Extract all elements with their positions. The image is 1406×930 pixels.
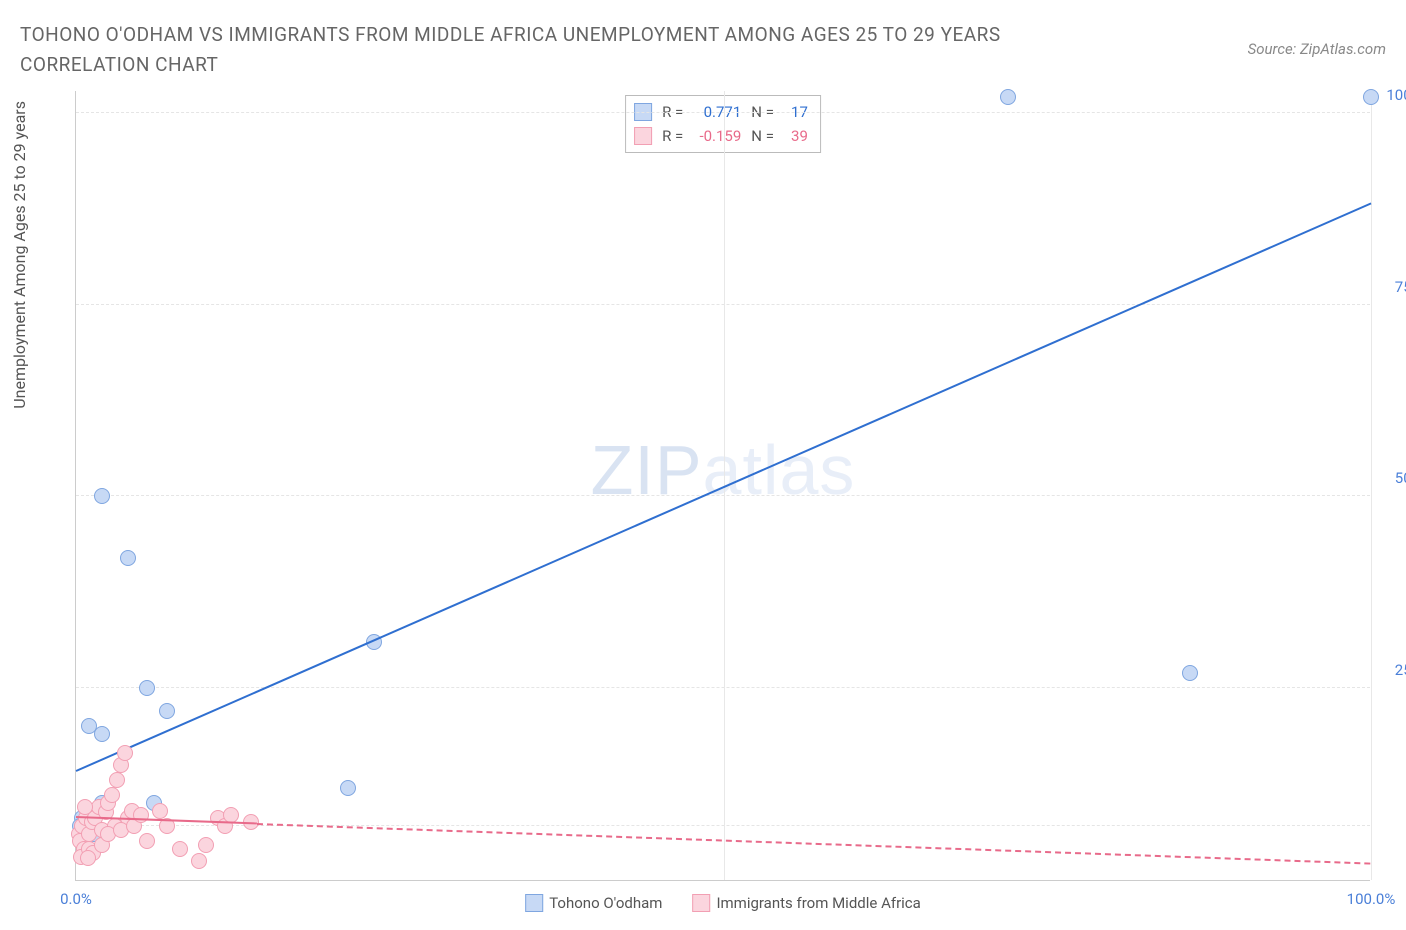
data-point (1182, 665, 1198, 681)
data-point (159, 703, 175, 719)
legend-row: R = -0.159 N = 39 (634, 124, 808, 148)
bottom-legend-item: Tohono O'odham (525, 894, 662, 912)
data-point (80, 850, 96, 866)
data-point (77, 799, 93, 815)
data-point (120, 550, 136, 566)
legend-swatch (692, 894, 710, 912)
data-point (139, 680, 155, 696)
y-axis-label: Unemployment Among Ages 25 to 29 years (10, 101, 29, 409)
series-legend: Tohono O'odham Immigrants from Middle Afr… (525, 894, 921, 912)
y-tick-label: 75.0% (1377, 278, 1406, 296)
data-point (104, 787, 120, 803)
x-tick-label: 100.0% (1347, 890, 1396, 908)
data-point (340, 780, 356, 796)
legend-swatch (525, 894, 543, 912)
data-point (94, 488, 110, 504)
data-point (172, 841, 188, 857)
data-point (139, 833, 155, 849)
data-point (191, 853, 207, 869)
bottom-legend-label: Immigrants from Middle Africa (716, 894, 920, 912)
data-point (152, 803, 168, 819)
data-point (1363, 89, 1379, 105)
chart-header: TOHONO O'ODHAM VS IMMIGRANTS FROM MIDDLE… (20, 20, 1386, 81)
legend-r-label: R = (662, 124, 683, 148)
bottom-legend-item: Immigrants from Middle Africa (692, 894, 920, 912)
gridline-v (1371, 91, 1372, 880)
plot-area: ZIPatlas R =0.771N =17R =-0.159N =39 Toh… (75, 91, 1370, 881)
data-point (94, 726, 110, 742)
trendline-dashed (257, 823, 1371, 865)
y-tick-label: 25.0% (1377, 661, 1406, 679)
y-tick-label: 50.0% (1377, 469, 1406, 487)
chart-title: TOHONO O'ODHAM VS IMMIGRANTS FROM MIDDLE… (20, 20, 1120, 81)
legend-n-value: 39 (780, 124, 808, 148)
data-point (109, 772, 125, 788)
x-tick-label: 0.0% (60, 890, 92, 908)
legend-r-value: -0.159 (689, 124, 741, 148)
y-tick-label: 100.0% (1377, 86, 1406, 104)
source-label: Source: ZipAtlas.com (1248, 40, 1386, 58)
data-point (198, 837, 214, 853)
legend-swatch (634, 127, 652, 145)
legend-n-label: N = (751, 124, 774, 148)
data-point (223, 807, 239, 823)
data-point (1000, 89, 1016, 105)
chart-container: Unemployment Among Ages 25 to 29 years Z… (20, 91, 1386, 911)
data-point (117, 745, 133, 761)
bottom-legend-label: Tohono O'odham (549, 894, 662, 912)
